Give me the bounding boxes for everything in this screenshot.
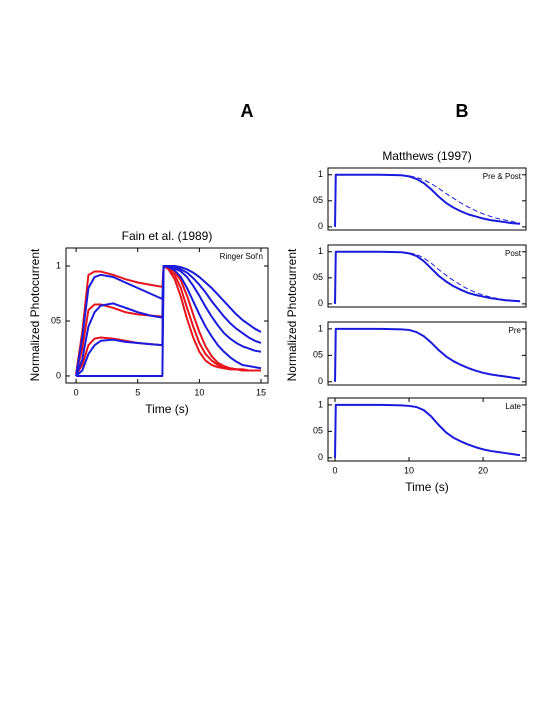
x-tick-label: 5 [135,387,140,397]
x-tick-label: 0 [74,387,79,397]
y-tick-label: 1 [318,169,323,179]
y-tick-label: 0 [318,221,323,231]
y-axis-label: Normalized Photocurrent [285,248,299,381]
y-axis-label: Normalized Photocurrent [28,248,42,381]
axes-frame [327,397,527,462]
data-line [76,265,262,377]
y-tick-label: 1 [318,246,323,256]
x-tick-label: 15 [256,387,266,397]
x-axis-label: Time (s) [145,402,189,416]
panel-letter: B [456,101,469,121]
data-line [75,265,261,375]
data-line [75,265,262,377]
annotation: Late [505,402,521,411]
y-tick-label: 0 [56,370,61,380]
data-line [75,265,261,376]
y-tick-label: 0 [318,376,323,386]
annotation: Pre [509,326,522,335]
chart-title: Matthews (1997) [382,149,471,163]
data-line [334,403,521,458]
y-tick-label: 05 [313,350,323,360]
annotation: Ringer Sol'n [220,252,263,261]
data-line [334,173,521,227]
data-line [401,174,521,224]
x-tick-label: 10 [194,387,204,397]
x-tick-label: 0 [333,465,338,475]
axes-frame [327,167,527,231]
data-line [75,265,262,377]
axes-frame [65,247,269,384]
data-line [401,251,521,302]
y-tick-label: 1 [56,260,61,270]
annotation: Post [505,249,522,258]
x-tick-label: 10 [404,465,414,475]
data-line [334,250,521,304]
chart-title: Fain et al. (1989) [122,229,213,243]
data-line [75,265,262,377]
y-tick-label: 05 [313,272,323,282]
y-tick-label: 05 [313,426,323,436]
x-axis-label: Time (s) [405,480,449,494]
y-tick-label: 05 [51,315,61,325]
annotation: Pre & Post [483,172,522,181]
axes-frame [327,244,527,308]
y-tick-label: 05 [313,195,323,205]
data-line [75,265,261,374]
y-tick-label: 0 [318,452,323,462]
y-tick-label: 1 [318,399,323,409]
x-tick-label: 20 [478,465,488,475]
data-line [334,327,521,382]
y-tick-label: 0 [318,298,323,308]
y-tick-label: 1 [318,323,323,333]
axes-frame [327,321,527,386]
panel-letter: A [241,101,254,121]
